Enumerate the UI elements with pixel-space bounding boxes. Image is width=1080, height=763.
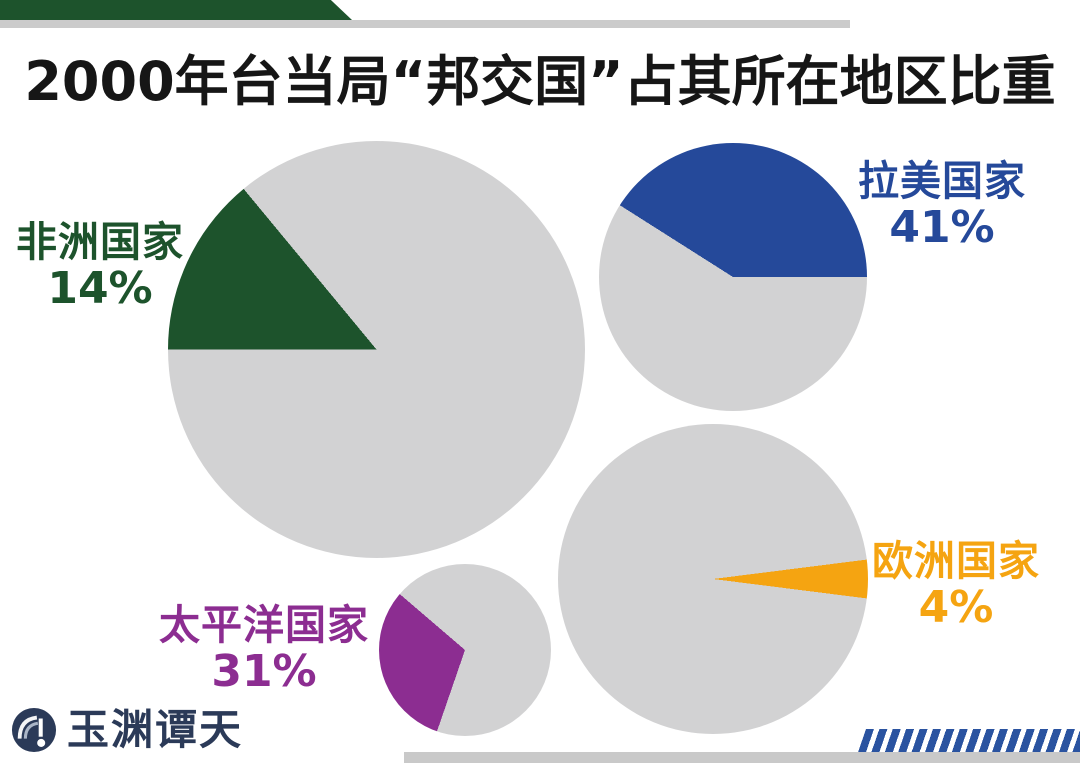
bottom-gray-bar-decoration bbox=[404, 752, 1080, 763]
label-pacific-name: 太平洋国家 bbox=[159, 601, 369, 649]
page-title: 2000年台当局“邦交国”占其所在地区比重 bbox=[24, 50, 1056, 113]
logo-icon bbox=[11, 707, 57, 753]
label-latin-america-name: 拉美国家 bbox=[858, 157, 1026, 205]
label-latin-america: 拉美国家 41% bbox=[832, 157, 1052, 251]
pie-europe bbox=[558, 424, 868, 734]
header-green-bar-decoration bbox=[0, 0, 352, 20]
label-europe-name: 欧洲国家 bbox=[872, 537, 1040, 585]
logo-text: 玉渊谭天 bbox=[67, 705, 244, 754]
label-africa-name: 非洲国家 bbox=[16, 218, 184, 266]
label-pacific-percent: 31% bbox=[211, 646, 317, 697]
pie-latin-america bbox=[599, 143, 867, 411]
label-africa-percent: 14% bbox=[47, 263, 153, 314]
label-europe-percent: 4% bbox=[918, 582, 994, 633]
pie-pacific bbox=[379, 564, 551, 736]
diagonal-stripes-decoration bbox=[858, 729, 1080, 752]
logo: 玉渊谭天 bbox=[11, 706, 243, 754]
label-europe: 欧洲国家 4% bbox=[846, 537, 1066, 631]
label-pacific: 太平洋国家 31% bbox=[144, 601, 384, 695]
label-africa: 非洲国家 14% bbox=[0, 218, 210, 312]
header-gray-line-decoration bbox=[0, 20, 850, 28]
label-latin-america-percent: 41% bbox=[889, 202, 995, 253]
pie-africa bbox=[168, 141, 585, 558]
